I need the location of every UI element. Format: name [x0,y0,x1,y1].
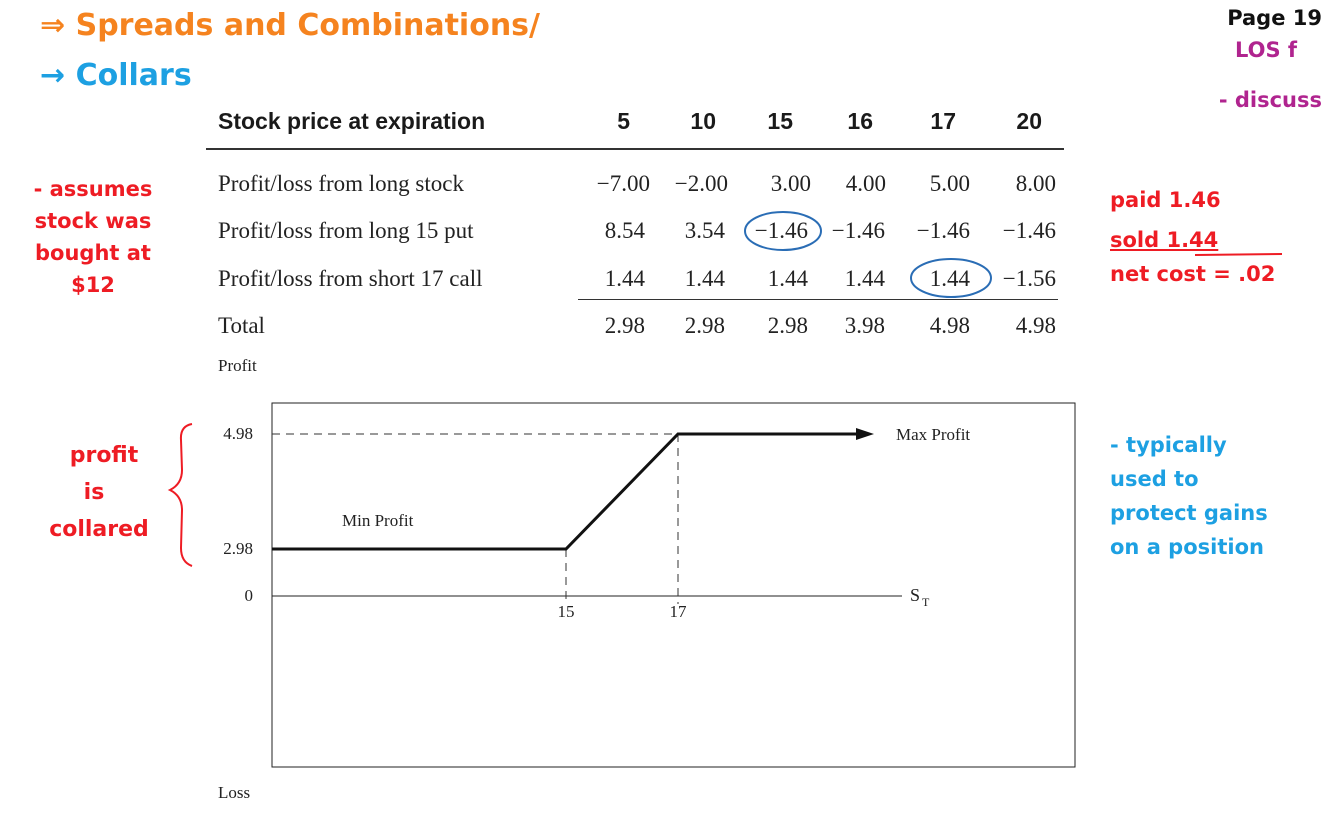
note-line: on a position [1110,535,1264,559]
note-assumes: - assumes stock was bought at $12 [18,173,168,301]
note-line: collared [49,517,149,542]
row-label-total: Total [218,313,265,338]
payoff-line [272,432,860,551]
note-line: $12 [71,273,115,297]
table-col-16: 16 [847,108,873,134]
table-cell: −1.46 [1002,218,1056,243]
table-cell: 2.98 [684,313,725,338]
note-line: is [83,480,105,505]
chart-loss-label: Loss [218,783,251,802]
table-cell: 1.44 [604,266,645,291]
y-tick-label: 2.98 [223,539,253,558]
note-line: net cost = .02 [1110,262,1276,286]
table-col-5: 5 [617,108,630,134]
note-line: paid 1.46 [1110,188,1221,212]
table-cell: 1.44 [684,266,725,291]
table-header-label: Stock price at expiration [218,108,486,134]
note-line: used to [1110,467,1199,491]
chart-profit-label: Profit [218,356,257,375]
table-col-20: 20 [1016,108,1042,134]
table-cell: 5.00 [929,171,970,196]
y-tick-label: 0 [245,586,254,605]
table-cell: 2.98 [767,313,808,338]
table-cell: −1.46 [831,218,885,243]
table-cell: 3.98 [844,313,885,338]
chart-frame [271,402,1076,768]
table-cell: 1.44 [929,266,970,291]
table-cell: 4.98 [1015,313,1056,338]
put-premium-circle [744,211,822,251]
min-profit-annotation: Min Profit [342,511,414,530]
discuss-label: - discuss [1218,88,1322,112]
y-tick-label: 4.98 [223,424,253,443]
table-cell: 8.54 [604,218,645,243]
table-cell: −1.46 [916,218,970,243]
table-cell: 8.00 [1015,171,1056,196]
note-line: - assumes [33,177,153,201]
x-axis-subscript: T [922,595,930,609]
table-cell: 1.44 [844,266,885,291]
row-label-long-stock: Profit/loss from long stock [218,171,464,196]
table-cell: 2.98 [604,313,645,338]
table-header-rule [206,148,1064,150]
row-label-short-call: Profit/loss from short 17 call [218,266,483,291]
note-line: profit [69,443,139,468]
x-tick-label: 17 [670,602,688,621]
page-number: Page 19 [1227,6,1322,30]
note-line: stock was [34,209,152,233]
note-net-cost: paid 1.46 sold 1.44 net cost = .02 [1110,180,1275,294]
net-cost-underline [1194,253,1283,256]
x-tick-label: 15 [558,602,575,621]
call-premium-circle [910,258,992,298]
table-cell: 4.98 [929,313,970,338]
note-line: sold 1.44 [1110,228,1219,252]
table-col-10: 10 [690,108,716,134]
table-cell: −1.56 [1002,266,1056,291]
row-label-long-put: Profit/loss from long 15 put [218,218,474,243]
section-heading: ⇒ Spreads and Combinations/ [40,8,540,43]
los-label: LOS f [1235,38,1298,62]
note-profit-collared: profit is collared [44,437,164,548]
table-cell: −7.00 [596,171,650,196]
note-line: bought at [35,241,151,265]
table-cell: −1.46 [754,218,808,243]
table-cell: 1.44 [767,266,808,291]
note-line: protect gains [1110,501,1268,525]
payoff-arrow [856,428,874,440]
note-typically: - typically used to protect gains on a p… [1110,428,1268,564]
max-profit-annotation: Max Profit [896,425,970,444]
note-line: - typically [1110,433,1227,457]
table-cell: −2.00 [674,171,728,196]
table-col-17: 17 [930,108,956,134]
subsection-heading: → Collars [40,58,192,93]
table-total-rule [578,299,1058,300]
x-axis-label: S [910,585,920,605]
table-cell: 3.00 [770,171,811,196]
table-cell: 3.54 [684,218,725,243]
table-col-15: 15 [767,108,793,134]
table-cell: 4.00 [845,171,886,196]
collar-brace [167,423,193,567]
